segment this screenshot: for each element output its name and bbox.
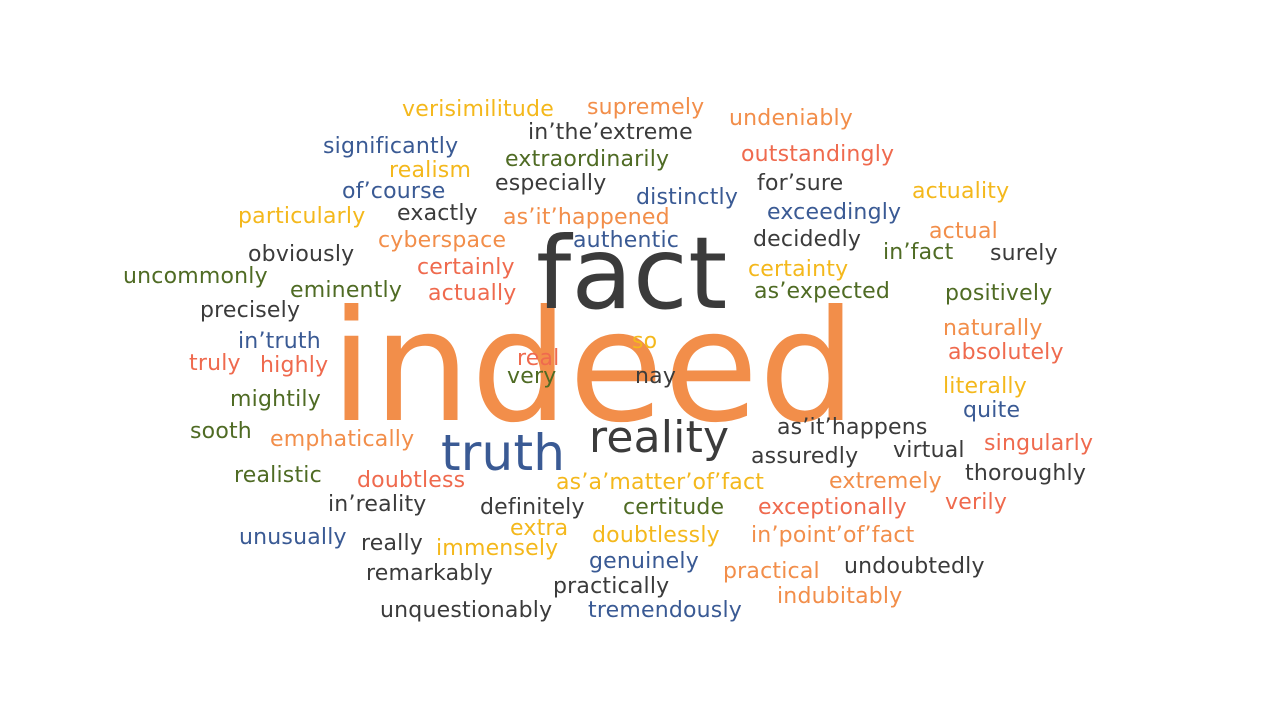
cloud-word: in’the’extreme bbox=[528, 120, 693, 145]
cloud-word: authentic bbox=[573, 228, 680, 253]
cloud-word: remarkably bbox=[366, 561, 493, 586]
cloud-word: eminently bbox=[290, 278, 403, 303]
cloud-word: singularly bbox=[984, 431, 1094, 456]
cloud-word: surely bbox=[990, 241, 1058, 266]
cloud-word: unusually bbox=[239, 525, 347, 550]
cloud-word: unquestionably bbox=[380, 598, 553, 623]
cloud-word: quite bbox=[963, 398, 1021, 423]
cloud-word: tremendously bbox=[588, 598, 742, 623]
cloud-word: verily bbox=[945, 490, 1008, 515]
cloud-word: positively bbox=[945, 281, 1053, 306]
cloud-word: exceptionally bbox=[758, 495, 907, 520]
cloud-word: assuredly bbox=[751, 444, 859, 469]
cloud-word: in’truth bbox=[238, 329, 321, 354]
cloud-word: extraordinarily bbox=[505, 147, 670, 172]
cloud-word: as’it’happens bbox=[777, 415, 928, 440]
cloud-word: significantly bbox=[323, 134, 459, 159]
cloud-word: indubitably bbox=[777, 584, 903, 609]
cloud-word: certitude bbox=[623, 495, 725, 520]
cloud-word: actuality bbox=[912, 179, 1010, 204]
cloud-word: truth bbox=[441, 424, 566, 482]
cloud-word: decidedly bbox=[753, 227, 862, 252]
cloud-word: very bbox=[507, 364, 557, 389]
cloud-word: exceedingly bbox=[767, 200, 902, 225]
cloud-word: mightily bbox=[230, 387, 321, 412]
cloud-word: doubtlessly bbox=[592, 523, 720, 548]
cloud-word: distinctly bbox=[636, 185, 739, 210]
cloud-word: actually bbox=[428, 281, 517, 306]
cloud-word: undeniably bbox=[729, 106, 854, 131]
cloud-word: so bbox=[632, 329, 658, 354]
cloud-word: reality bbox=[589, 412, 730, 463]
cloud-word: practical bbox=[723, 559, 820, 584]
cloud-word: certainly bbox=[417, 255, 515, 280]
cloud-word: fact bbox=[536, 215, 728, 332]
cloud-word: nay bbox=[635, 364, 677, 389]
cloud-word: exactly bbox=[397, 201, 478, 226]
cloud-word: extremely bbox=[829, 469, 942, 494]
cloud-word: sooth bbox=[190, 419, 252, 444]
cloud-word: certainty bbox=[748, 257, 849, 282]
cloud-word: cyberspace bbox=[378, 228, 507, 253]
cloud-word: especially bbox=[495, 171, 607, 196]
cloud-word: in’reality bbox=[328, 492, 427, 517]
cloud-word: obviously bbox=[248, 242, 355, 267]
cloud-word: in’point’of’fact bbox=[751, 523, 915, 548]
cloud-word: outstandingly bbox=[741, 142, 895, 167]
cloud-word: realistic bbox=[234, 463, 322, 488]
cloud-word: immensely bbox=[436, 536, 559, 561]
cloud-word: practically bbox=[553, 574, 670, 599]
cloud-word: genuinely bbox=[589, 549, 699, 574]
cloud-word: truly bbox=[189, 351, 241, 376]
cloud-word: in’fact bbox=[883, 240, 954, 265]
cloud-word: emphatically bbox=[270, 427, 415, 452]
cloud-word: as’it’happened bbox=[503, 205, 670, 230]
cloud-word: extra bbox=[510, 516, 569, 541]
cloud-word: virtual bbox=[893, 438, 965, 463]
cloud-word: supremely bbox=[587, 95, 705, 120]
cloud-word: precisely bbox=[200, 298, 301, 323]
cloud-word: undoubtedly bbox=[844, 554, 985, 579]
cloud-word: real bbox=[517, 346, 560, 371]
cloud-word: absolutely bbox=[948, 340, 1064, 365]
cloud-word: as’expected bbox=[754, 279, 891, 304]
cloud-word: doubtless bbox=[357, 468, 466, 493]
cloud-word: indeed bbox=[330, 278, 857, 457]
cloud-word: as’a’matter’of’fact bbox=[556, 470, 765, 495]
cloud-word: definitely bbox=[480, 495, 585, 520]
cloud-word: actual bbox=[929, 219, 998, 244]
cloud-word: particularly bbox=[238, 204, 366, 229]
cloud-word: of’course bbox=[342, 179, 446, 204]
cloud-word: for’sure bbox=[757, 171, 844, 196]
cloud-word: literally bbox=[943, 374, 1027, 399]
cloud-word: verisimilitude bbox=[402, 97, 554, 122]
cloud-word: really bbox=[361, 531, 424, 556]
cloud-word: thoroughly bbox=[965, 461, 1087, 486]
cloud-word: naturally bbox=[943, 316, 1043, 341]
cloud-word: highly bbox=[260, 353, 329, 378]
cloud-word: realism bbox=[389, 158, 472, 183]
cloud-word: uncommonly bbox=[123, 264, 268, 289]
